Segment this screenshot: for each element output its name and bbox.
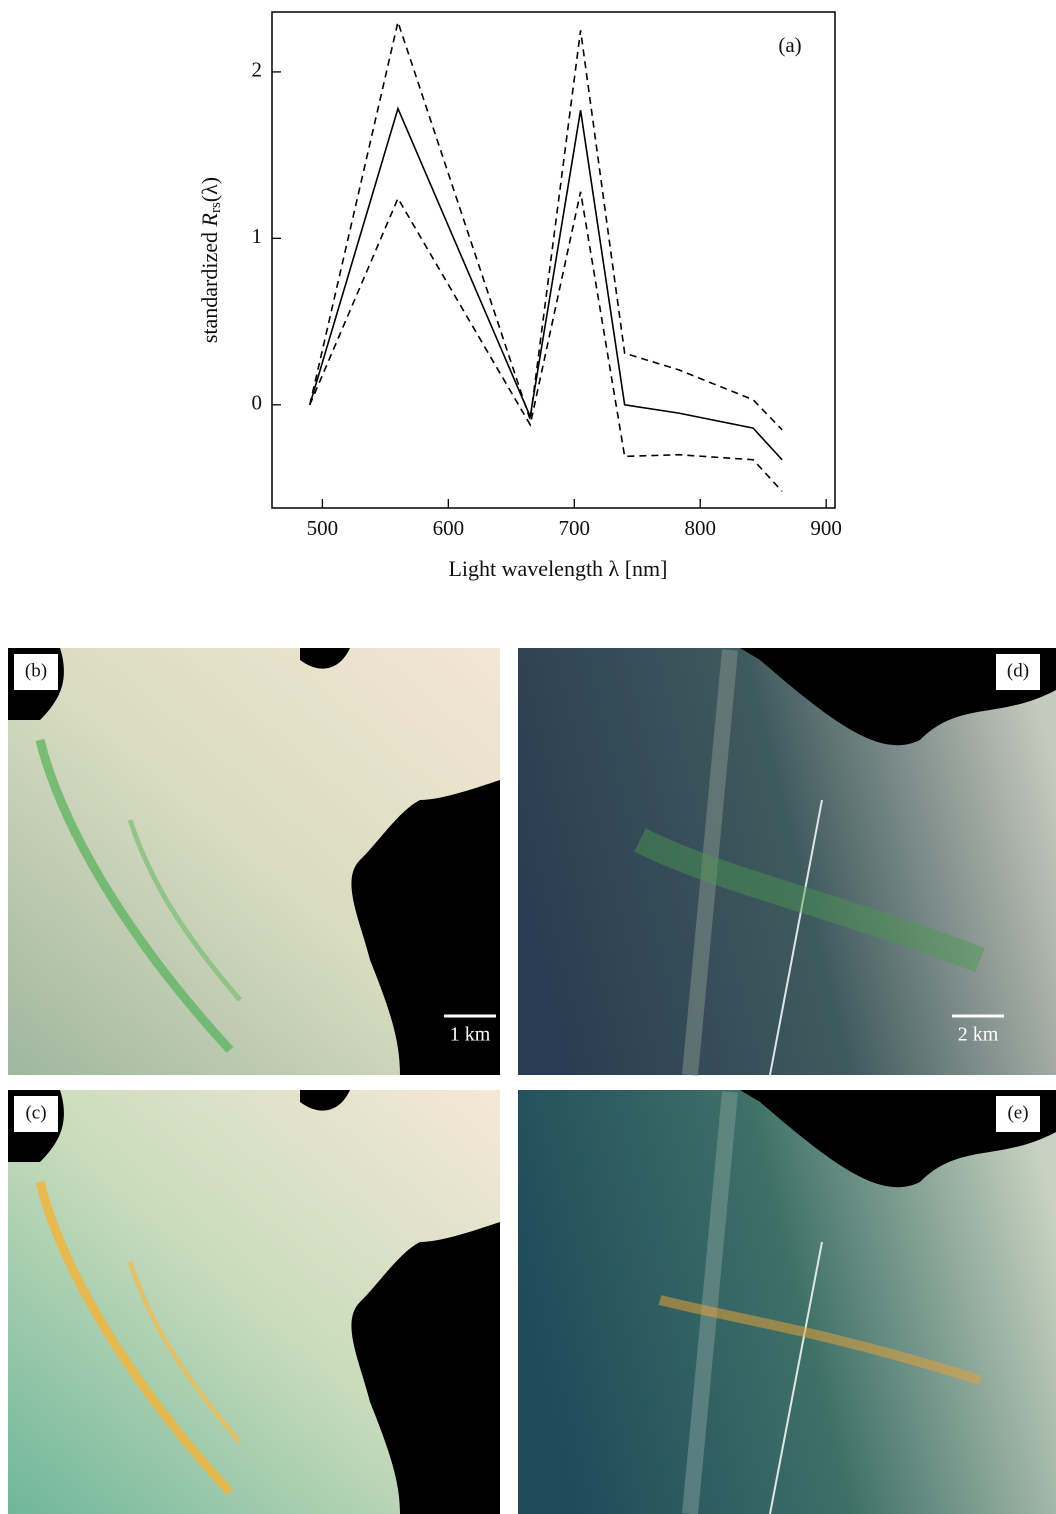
- panel-label-box: [996, 1096, 1040, 1132]
- panel-label-box: [14, 1096, 58, 1132]
- x-axis-label: Light wavelength λ [nm]: [448, 556, 667, 581]
- panel-label: (c): [25, 1102, 46, 1123]
- scale-bar-label: 2 km: [958, 1024, 999, 1046]
- x-tick-label: 900: [810, 516, 842, 540]
- image-panel-e: [518, 1090, 1056, 1514]
- image-panel-b: [8, 648, 500, 1075]
- panel-label: (d): [1007, 660, 1029, 681]
- y-label-suffix: (λ): [197, 177, 222, 202]
- panel-label: (b): [25, 660, 47, 681]
- panel-annotation: (a): [778, 33, 801, 57]
- scale-bar-label: 1 km: [450, 1024, 491, 1046]
- image-panel-c: [8, 1090, 500, 1514]
- y-axis-label: standardized Rrs(λ): [197, 177, 224, 343]
- panel-label-box: [996, 654, 1040, 690]
- series-line: [309, 19, 783, 431]
- x-tick-label: 500: [307, 516, 339, 540]
- panel-label-box: [14, 654, 58, 690]
- y-label-prefix: standardized: [197, 226, 222, 343]
- y-label-symbol: R: [197, 212, 222, 227]
- series-line: [309, 191, 783, 492]
- panel-label: (e): [1007, 1102, 1028, 1123]
- y-tick-label: 0: [252, 391, 263, 415]
- y-tick-label: 2: [252, 58, 263, 82]
- x-tick-label: 600: [433, 516, 465, 540]
- x-tick-label: 800: [684, 516, 716, 540]
- series-line: [309, 106, 783, 461]
- plot-frame: [271, 11, 836, 509]
- y-label-subscript: rs: [208, 202, 224, 213]
- y-tick-label: 1: [252, 224, 263, 248]
- x-tick-label: 700: [559, 516, 591, 540]
- image-panel-d: [518, 648, 1056, 1076]
